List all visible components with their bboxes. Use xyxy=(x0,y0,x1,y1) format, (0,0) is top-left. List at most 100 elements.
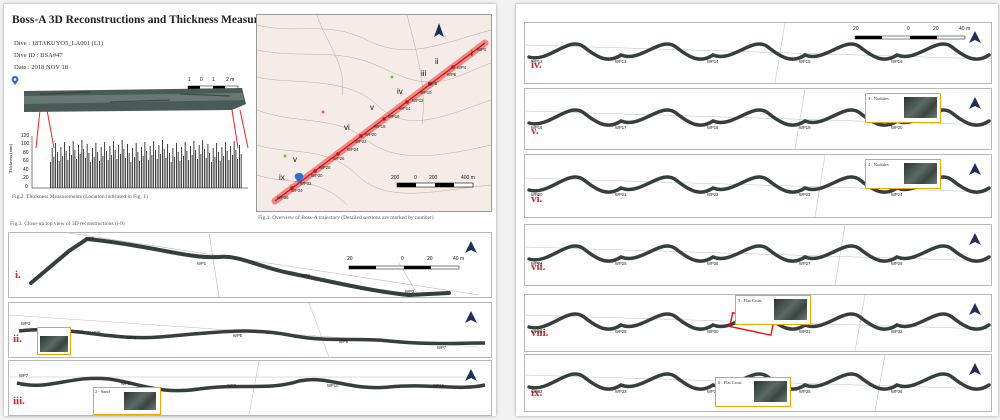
thickness-bar xyxy=(184,142,186,188)
thickness-bar xyxy=(146,151,148,188)
thickness-bar xyxy=(188,160,190,188)
fig1-map: i ii iii iv v vi v ix WP0 WP4 WP6 WP8 WP… xyxy=(256,14,492,212)
date-label: Date : 2018 NOV 18 xyxy=(14,64,69,71)
waypoint-label: WP25 xyxy=(615,261,627,266)
thickness-bar xyxy=(219,161,221,188)
thickness-bar xyxy=(53,157,55,188)
waypoint-label: WP34 xyxy=(707,389,719,394)
waypoint-label: WP24 xyxy=(531,261,543,266)
thickness-bar xyxy=(149,146,151,188)
thickness-bar xyxy=(102,156,104,188)
section-label-ii: ii. xyxy=(13,333,22,345)
panel-i: i. WP0 WP1 WP2 WP3 20 0 20 40 m xyxy=(8,232,492,298)
map-section-i: i xyxy=(471,49,473,58)
waypoint-label: WP32 xyxy=(891,329,903,334)
thickness-bar xyxy=(125,158,127,188)
waypoint-label: WP24 xyxy=(891,192,903,197)
thickness-bar xyxy=(177,152,179,188)
thickness-bar xyxy=(100,147,102,188)
waypoint-label: WP26 xyxy=(707,261,719,266)
thickness-bar xyxy=(81,140,83,188)
thickness-bar xyxy=(57,152,58,188)
waypoint-label: WP1 xyxy=(197,261,207,266)
thickness-bar xyxy=(239,145,240,188)
scale-0: 0 xyxy=(401,256,404,262)
thickness-bar xyxy=(240,154,242,188)
section-label-ix: ix. xyxy=(531,387,543,399)
thickness-bar xyxy=(156,159,158,188)
panel-iv: iv. WP12 WP13 WP14 WP15 WP16 20 0 20 40 m xyxy=(524,22,992,84)
waypoint-label: WP7 xyxy=(19,373,29,378)
map-section-ii: ii xyxy=(435,57,439,66)
inset-photo: 6 : Flat Crust xyxy=(715,377,791,407)
tick-80: 80 xyxy=(23,150,29,156)
tick-40: 40 xyxy=(23,167,29,173)
waypoint-label: WP9 xyxy=(227,383,237,388)
inset-pillowy-crust xyxy=(37,327,71,355)
north-arrow-icon xyxy=(969,233,981,245)
waypoint-label: WP17 xyxy=(615,125,627,130)
waypoint-label: WP16 xyxy=(891,59,903,64)
thickness-bar xyxy=(214,157,216,188)
panel-ix: ix. WP32 WP33 WP34 WP35 WP36 6 : Flat Crust xyxy=(524,354,992,412)
thickness-bar xyxy=(141,147,142,188)
section-label-vi: vi. xyxy=(531,193,543,205)
fig2-thickness: 1 0 1 2 m Thickness (mm) 120 100 80 60 4… xyxy=(8,74,250,204)
thickness-bar xyxy=(60,147,62,188)
inset-label: 5 : Flat Crust xyxy=(738,298,762,303)
inset-label: 1 : Pillowy crust xyxy=(71,329,101,334)
thickness-bar xyxy=(55,143,57,188)
scale-40: 40 m xyxy=(453,256,465,262)
thickness-bar xyxy=(144,142,146,188)
waypoint-label: WP18 xyxy=(707,125,719,130)
thickness-bar xyxy=(207,144,209,188)
map-wp: WP34 xyxy=(291,188,303,193)
thickness-bar xyxy=(92,148,93,188)
north-arrow-icon xyxy=(969,31,981,43)
thickness-bar xyxy=(167,144,169,188)
thickness-bar xyxy=(181,147,183,188)
map-scale-200b: 200 xyxy=(429,175,438,181)
map-wp: WP12 xyxy=(412,98,424,103)
thickness-bar xyxy=(155,150,156,188)
map-section-v2: v xyxy=(293,155,297,164)
thickness-bar xyxy=(162,140,163,188)
section-label-v: v. xyxy=(531,125,539,137)
thickness-bar xyxy=(93,157,95,188)
map-section-vi: vi xyxy=(344,123,350,132)
thickness-bar xyxy=(228,160,230,188)
thickness-bar xyxy=(198,145,200,188)
thickness-bar xyxy=(65,151,67,188)
map-wp: WP18 xyxy=(374,124,386,129)
thickness-bar xyxy=(160,154,162,188)
section-label-iv: iv. xyxy=(531,59,542,71)
fig1-caption: Fig.1. Overview of Boss-A trajectory (De… xyxy=(258,215,434,221)
waypoint-label: WP30 xyxy=(707,329,719,334)
thickness-bar xyxy=(205,158,207,188)
right-page: iv. WP12 WP13 WP14 WP15 WP16 20 0 20 40 m v. WP16 WP… xyxy=(516,4,998,416)
thickness-bar xyxy=(123,149,125,188)
thickness-bar xyxy=(218,152,219,188)
thickness-bar xyxy=(132,148,134,188)
thickness-bar xyxy=(104,142,106,188)
page-title: Boss-A 3D Reconstructions and Thickness … xyxy=(12,14,294,26)
panel-viii: viii. WP28 WP29 WP30 WP31 WP32 5 : Flat Crust xyxy=(524,294,992,352)
small-scale-1: 1 xyxy=(188,77,191,83)
north-arrow-icon xyxy=(969,303,981,315)
thickness-bar xyxy=(121,140,123,188)
map-wp: WP6 xyxy=(447,72,457,77)
waypoint-label: WP14 xyxy=(707,59,719,64)
thickness-bar xyxy=(216,143,218,188)
thickness-bar xyxy=(137,152,139,188)
fig3-caption: Fig.3. Close-up top view of 3D reconstru… xyxy=(10,221,125,227)
inset-photo: 4 : Nodules xyxy=(865,159,941,189)
waypoint-label: WP28 xyxy=(891,261,903,266)
panel-vi: vi. WP20 WP21 WP22 WP23 WP24 4 : Nodules xyxy=(524,154,992,218)
map-pin-icon xyxy=(294,173,304,183)
thickness-bar xyxy=(130,162,132,188)
waypoint-label: WP32 xyxy=(531,389,543,394)
thickness-bar xyxy=(169,153,170,188)
thickness-bar xyxy=(107,160,109,188)
waypoint-label: WP20 xyxy=(891,125,903,130)
map-wp: WP16 xyxy=(388,114,400,119)
